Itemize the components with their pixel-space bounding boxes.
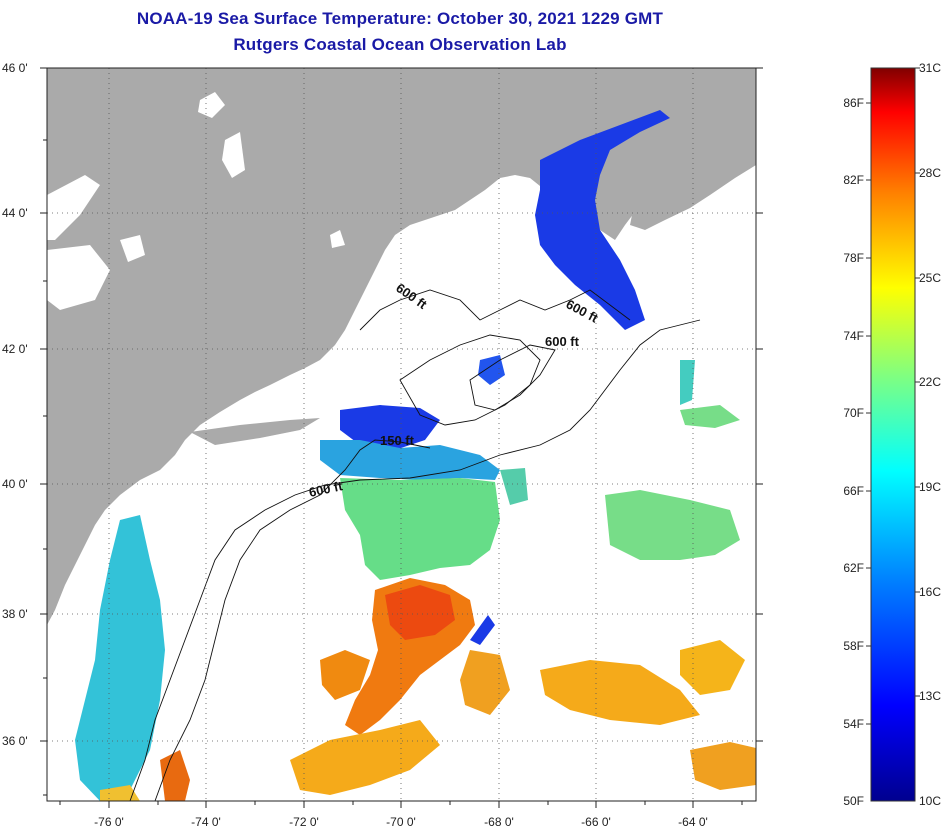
colorbar-label-f: 50F <box>843 794 864 808</box>
colorbar-label-f: 54F <box>843 717 864 731</box>
lat-label: 44 0' <box>2 206 28 220</box>
contour-150ft <box>154 439 431 801</box>
lon-label: -64 0' <box>678 815 708 829</box>
lake <box>47 175 100 240</box>
colorbar-label-f: 82F <box>843 173 864 187</box>
colorbar-gradient <box>870 67 916 802</box>
graticule <box>47 68 756 801</box>
long-island <box>190 418 320 445</box>
sst-patch-cool <box>75 515 165 801</box>
sst-patch-warm2 <box>690 742 756 790</box>
map-subtitle: Rutgers Coastal Ocean Observation Lab <box>233 35 567 54</box>
colorbar-label-c: 28C <box>919 166 941 180</box>
colorbar-label-c: 13C <box>919 689 941 703</box>
lake <box>47 245 110 310</box>
sst-patch-warm2 <box>540 660 700 725</box>
lon-label: -70 0' <box>386 815 416 829</box>
contour-label: 150 ft <box>380 433 415 448</box>
bathymetry-contours <box>129 289 701 801</box>
colorbar-label-f: 70F <box>843 406 864 420</box>
sst-patch-warm <box>385 585 455 640</box>
map-title: NOAA-19 Sea Surface Temperature: October… <box>136 9 664 28</box>
lake <box>198 92 225 118</box>
lat-label: 38 0' <box>2 607 28 621</box>
sst-patch-mid <box>605 490 740 560</box>
colorbar-label-c: 10C <box>919 794 941 808</box>
sst-patch-mid <box>340 478 500 580</box>
sst-patch-cool <box>680 360 695 405</box>
colorbar-label-c: 22C <box>919 375 941 389</box>
lon-label: -66 0' <box>581 815 611 829</box>
sst-patch-warm <box>160 750 190 801</box>
lake <box>222 132 245 178</box>
sst-patch-warm2 <box>460 650 510 715</box>
sst-patch-warm2 <box>680 640 745 695</box>
colorbar: 86F 82F 78F 74F 70F 66F 62F 58F 54F 50F … <box>843 61 941 808</box>
colorbar-label-c: 16C <box>919 585 941 599</box>
colorbar-label-f: 74F <box>843 329 864 343</box>
lake <box>330 230 345 248</box>
lon-label: -72 0' <box>289 815 319 829</box>
lat-label: 40 0' <box>2 477 28 491</box>
lon-label: -74 0' <box>191 815 221 829</box>
sst-patch-cold <box>470 615 495 645</box>
contour-georges <box>399 334 541 426</box>
sst-patch-warm <box>320 650 370 700</box>
lon-label: -68 0' <box>484 815 514 829</box>
lat-label: 36 0' <box>2 734 28 748</box>
colorbar-label-c: 19C <box>919 480 941 494</box>
contour-label: 600 ft <box>545 334 580 349</box>
sst-patch-cool <box>320 440 500 480</box>
sst-patch-cold <box>478 355 505 385</box>
sst-patch-cold <box>340 405 440 450</box>
lat-label: 46 0' <box>2 61 28 75</box>
colorbar-label-c: 31C <box>919 61 941 75</box>
contour-600ft <box>129 319 701 801</box>
sst-patch-mid <box>500 468 528 505</box>
contour-label: 600 ft <box>308 478 345 500</box>
contour-gulf <box>359 289 631 331</box>
sst-patch-warm2 <box>100 785 140 801</box>
colorbar-label-c: 25C <box>919 271 941 285</box>
lat-label: 42 0' <box>2 342 28 356</box>
nova-scotia <box>630 105 756 230</box>
axis-ticks <box>40 67 763 808</box>
colorbar-label-f: 66F <box>843 484 864 498</box>
colorbar-label-f: 62F <box>843 561 864 575</box>
colorbar-label-f: 58F <box>843 639 864 653</box>
colorbar-label-f: 78F <box>843 251 864 265</box>
sst-patch-mid <box>680 405 740 428</box>
colorbar-label-f: 86F <box>843 96 864 110</box>
sst-patch-cold <box>535 110 670 330</box>
lake <box>120 235 145 262</box>
contour-banks <box>469 344 556 411</box>
lon-label: -76 0' <box>94 815 124 829</box>
sst-patch-warm2 <box>290 720 440 795</box>
